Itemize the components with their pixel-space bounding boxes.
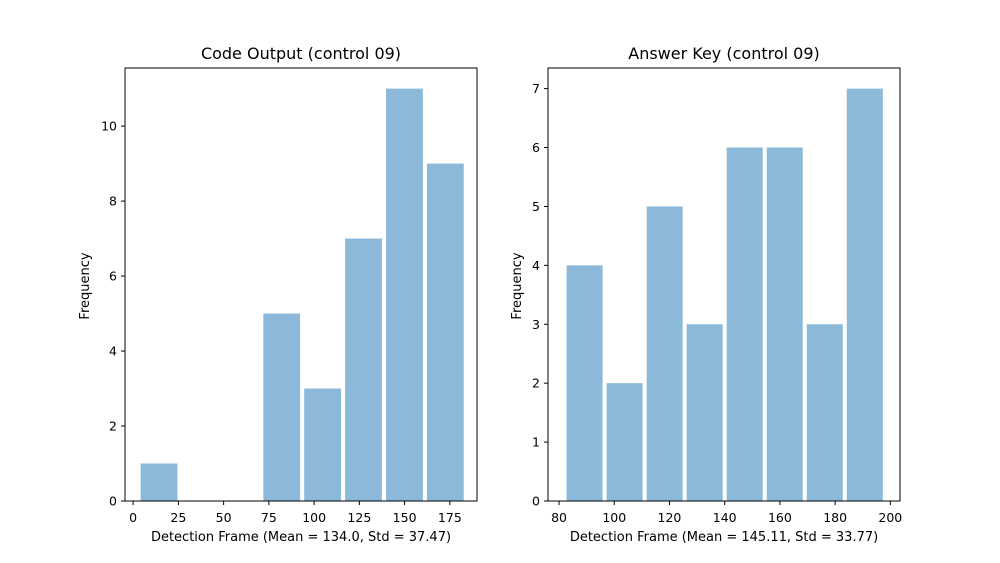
right-x-tick-label: 200 xyxy=(878,510,902,525)
right-bar xyxy=(766,147,803,501)
left-x-tick-label: 25 xyxy=(170,510,186,525)
left-x-tick-label: 150 xyxy=(393,510,417,525)
left-bar xyxy=(263,313,301,501)
left-x-axis-label: Detection Frame (Mean = 134.0, Std = 37.… xyxy=(151,530,451,545)
right-bar xyxy=(686,324,723,501)
left-bar xyxy=(386,88,423,501)
left-chart-title: Code Output (control 09) xyxy=(201,44,401,63)
right-y-axis-label: Frequency xyxy=(510,252,525,319)
right-x-tick-label: 80 xyxy=(551,510,567,525)
right-bar xyxy=(726,147,763,501)
right-x-tick-label: 120 xyxy=(658,510,682,525)
left-x-tick-label: 100 xyxy=(302,510,326,525)
right-x-tick-label: 100 xyxy=(602,510,626,525)
right-bar xyxy=(646,206,683,501)
left-axes-frame xyxy=(124,67,478,502)
right-y-tick-label: 7 xyxy=(532,81,540,96)
right-x-tick-label: 180 xyxy=(823,510,847,525)
right-y-tick-label: 1 xyxy=(532,435,540,450)
left-x-tick-label: 75 xyxy=(261,510,277,525)
right-y-tick-label: 2 xyxy=(532,376,540,391)
left-bar xyxy=(140,463,178,501)
right-y-tick-label: 3 xyxy=(532,317,540,332)
right-histogram: Answer Key (control 09) Detection Frame … xyxy=(510,44,902,545)
right-bar xyxy=(566,265,603,501)
right-y-tick-label: 6 xyxy=(532,140,540,155)
left-y-tick-label: 0 xyxy=(109,494,117,509)
left-bars xyxy=(140,88,464,502)
right-bar xyxy=(846,88,883,501)
right-y-tick-label: 0 xyxy=(532,494,540,509)
right-bars xyxy=(566,88,883,501)
left-y-tick-label: 4 xyxy=(109,344,117,359)
left-y-tick-label: 2 xyxy=(109,419,117,434)
right-bar xyxy=(606,383,643,501)
right-chart-title: Answer Key (control 09) xyxy=(628,44,820,63)
left-x-tick-label: 50 xyxy=(216,510,232,525)
left-bar xyxy=(304,388,342,501)
left-bar xyxy=(426,163,464,501)
right-x-axis-label: Detection Frame (Mean = 145.11, Std = 33… xyxy=(570,530,878,545)
right-y-tick-label: 5 xyxy=(532,199,540,214)
left-x-tick-label: 125 xyxy=(347,510,371,525)
right-x-tick-label: 160 xyxy=(768,510,792,525)
right-y-tick-label: 4 xyxy=(532,258,540,273)
left-y-tick-label: 10 xyxy=(101,119,117,134)
left-y-tick-label: 6 xyxy=(109,269,117,284)
left-y-axis-label: Frequency xyxy=(78,252,93,319)
left-histogram: Code Output (control 09) Detection Frame… xyxy=(78,44,478,545)
right-bar xyxy=(806,324,843,501)
right-x-tick-label: 140 xyxy=(713,510,737,525)
left-x-tick-label: 0 xyxy=(129,510,137,525)
right-axes-frame xyxy=(547,67,901,502)
left-bar xyxy=(345,238,382,502)
left-y-tick-label: 8 xyxy=(109,194,117,209)
left-x-tick-label: 175 xyxy=(438,510,462,525)
